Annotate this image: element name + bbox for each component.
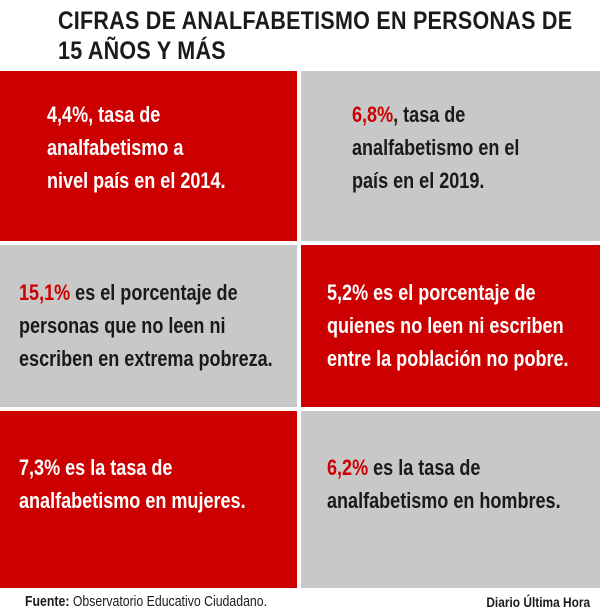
stat-card-extreme-poverty: 15,1% es el porcentaje de personas que n… [0, 245, 297, 407]
stat-line-1-rest: es la tasa de [60, 455, 173, 480]
stat-line-1-rest: , tasa de [393, 102, 466, 127]
stat-line-1-rest: es el porcentaje de [70, 280, 238, 305]
stat-line-1-rest: es el porcentaje de [368, 280, 536, 305]
stat-line-2: personas que no leen ni [19, 313, 226, 338]
stat-percent: 5,2% [327, 280, 369, 305]
stat-line-3: nivel país en el 2014. [47, 168, 226, 193]
stat-text: 4,4%, tasa de analfabetismo a nivel país… [47, 98, 226, 197]
stat-line-1-rest: , tasa de [88, 102, 161, 127]
title-line-2: 15 AÑOS Y MÁS [58, 37, 226, 65]
stat-line-1: 7,3% es la tasa de [19, 451, 246, 484]
stat-line-2: quienes no leen ni escriben [327, 313, 564, 338]
stat-line-1: 15,1% es el porcentaje de [19, 276, 273, 309]
stat-line-2: analfabetismo en el [352, 135, 520, 160]
source-text: Observatorio Educativo Ciudadano. [69, 593, 268, 610]
stat-text: 5,2% es el porcentaje de quienes no leen… [327, 276, 569, 375]
stat-line-1: 6,8%, tasa de [352, 98, 519, 131]
stat-text: 6,8%, tasa de analfabetismo en el país e… [352, 98, 519, 197]
stat-percent: 4,4% [47, 102, 89, 127]
stat-percent: 6,8% [352, 102, 394, 127]
source-credit: Fuente: Observatorio Educativo Ciudadano… [25, 593, 267, 610]
stat-text: 15,1% es el porcentaje de personas que n… [19, 276, 273, 375]
stats-grid: 4,4%, tasa de analfabetismo a nivel país… [0, 71, 600, 588]
stat-card-country-2019: 6,8%, tasa de analfabetismo en el país e… [301, 71, 600, 241]
stat-line-3: entre la población no pobre. [327, 346, 569, 371]
stat-line-3: escriben en extrema pobreza. [19, 346, 273, 371]
title-line-1: CIFRAS DE ANALFABETISMO EN PERSONAS DE [58, 7, 573, 35]
stat-text: 6,2% es la tasa de analfabetismo en homb… [327, 451, 561, 517]
stat-card-national-2014: 4,4%, tasa de analfabetismo a nivel país… [0, 71, 297, 241]
stat-line-1-rest: es la tasa de [368, 455, 481, 480]
stat-line-2: analfabetismo a [47, 135, 184, 160]
stat-line-1: 5,2% es el porcentaje de [327, 276, 569, 309]
stat-percent: 15,1% [19, 280, 71, 305]
stat-line-2: analfabetismo en mujeres. [19, 488, 246, 513]
stat-percent: 7,3% [19, 455, 61, 480]
infographic-title: CIFRAS DE ANALFABETISMO EN PERSONAS DE 1… [58, 6, 573, 66]
publisher-credit: Diario Última Hora [486, 594, 590, 610]
stat-text: 7,3% es la tasa de analfabetismo en muje… [19, 451, 246, 517]
footer: Fuente: Observatorio Educativo Ciudadano… [0, 588, 600, 615]
stat-line-3: país en el 2019. [352, 168, 485, 193]
stat-percent: 6,2% [327, 455, 369, 480]
source-label: Fuente: [25, 593, 70, 610]
stat-line-1: 6,2% es la tasa de [327, 451, 561, 484]
stat-card-men: 6,2% es la tasa de analfabetismo en homb… [301, 411, 600, 588]
stat-line-2: analfabetismo en hombres. [327, 488, 561, 513]
stat-card-women: 7,3% es la tasa de analfabetismo en muje… [0, 411, 297, 588]
stat-line-1: 4,4%, tasa de [47, 98, 226, 131]
stat-card-non-poor: 5,2% es el porcentaje de quienes no leen… [301, 245, 600, 407]
